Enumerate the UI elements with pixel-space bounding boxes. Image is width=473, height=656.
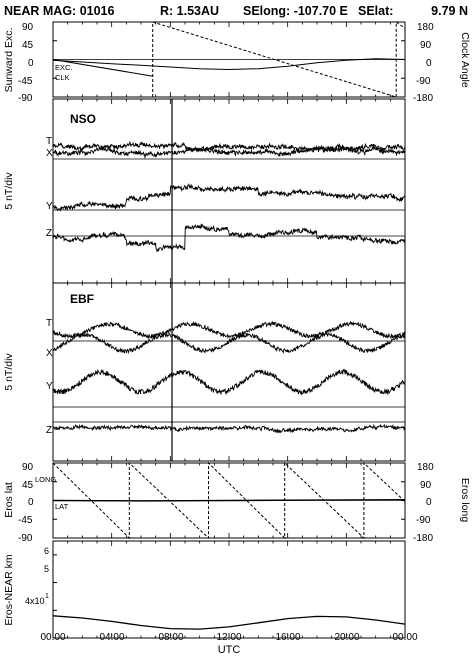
xtick-label-4: 16:00 — [275, 632, 300, 643]
panel-frame-eros-near — [52, 540, 406, 639]
eros-lat-ytick-3: -45 — [18, 515, 33, 526]
xtick-label-5: 20:00 — [334, 632, 359, 643]
ebf-x-trace — [52, 331, 406, 355]
clk-series-label: CLK — [55, 73, 70, 82]
clk-initial-line — [52, 59, 153, 77]
clk-ytick-4: -180 — [413, 93, 433, 104]
header-selat-value: 9.79 N — [431, 4, 468, 18]
nso-x-label: X — [46, 148, 53, 159]
eros-long-ytick-4: -180 — [413, 533, 433, 544]
exc-ytick-2: 0 — [28, 58, 34, 69]
x-axis-ticks: 00:00 04:00 08:00 12:00 16:00 20:00 00:0… — [40, 22, 418, 643]
clk-ytick-2: 0 — [426, 58, 432, 69]
nso-z-trace — [52, 223, 406, 253]
exc-yticks: 90 45 0 -45 -90 — [18, 22, 34, 104]
panel-frame-nso — [52, 98, 406, 284]
clk-ylabel: Clock Angle — [459, 32, 471, 88]
ebf-t-trace — [52, 320, 406, 340]
nso-z-label: Z — [46, 228, 52, 239]
ebf-label: EBF — [70, 292, 94, 306]
header-r: R: 1.53AU — [160, 4, 219, 18]
exc-clock-plot — [52, 21, 406, 98]
panel-frame-ebf — [52, 282, 406, 462]
eros-long-yticks-right: 180 90 0 -90 -180 — [413, 462, 434, 544]
eros-near-ytick-0: 6 — [44, 546, 49, 556]
exc-series-label: EXC. — [55, 63, 73, 72]
nso-t-trace — [52, 140, 406, 154]
exc-ytick-1: 45 — [22, 40, 34, 51]
eros-near-series-line — [52, 615, 406, 630]
clk-ytick-3: -90 — [416, 76, 431, 87]
eros-long-ytick-0: 180 — [417, 462, 434, 473]
xtick-label-1: 04:00 — [99, 632, 124, 643]
xtick-label-2: 08:00 — [158, 632, 183, 643]
header-selong: SElong: -107.70 E — [243, 4, 348, 18]
eros-long-ytick-1: 90 — [420, 480, 432, 491]
ebf-plot — [52, 320, 406, 434]
x-axis-label: UTC — [218, 644, 241, 656]
header-selat: SElat: — [358, 4, 393, 18]
ebf-ylabel: 5 nT/div — [3, 353, 15, 391]
exc-ytick-4: -90 — [18, 93, 33, 104]
eros-lat-long-plot — [52, 461, 406, 540]
header-title: NEAR MAG: 01016 — [4, 4, 114, 18]
exc-ylabel: Sunward Exc. — [3, 28, 15, 93]
eros-lat-ytick-1: 45 — [22, 480, 34, 491]
ebf-y-label: Y — [46, 381, 53, 392]
eros-near-ytick-2: 4x10 — [25, 596, 45, 606]
nso-t-label: T — [46, 136, 52, 147]
eros-lat-series-line — [52, 499, 406, 502]
nso-y-trace — [52, 182, 406, 213]
ebf-x-label: X — [46, 348, 53, 359]
ebf-t-label: T — [46, 318, 52, 329]
ebf-z-trace — [52, 423, 406, 434]
long-series-label: LONG — [35, 475, 56, 484]
lat-series-label: LAT — [55, 502, 69, 511]
ebf-z-label: Z — [46, 425, 52, 436]
eros-lat-ytick-2: 0 — [28, 497, 34, 508]
eros-long-ytick-2: 0 — [426, 497, 432, 508]
clk-ytick-0: 180 — [417, 22, 434, 33]
eros-lat-yticks: 90 45 0 -45 -90 — [18, 462, 34, 544]
clk-yticks-right: 180 90 0 -90 -180 — [413, 22, 434, 104]
exc-ytick-3: -45 — [18, 76, 33, 87]
eros-near-ylabel: Eros-NEAR km — [3, 554, 15, 625]
eros-near-ytick-exp: 1 — [45, 593, 49, 600]
clk-series-line — [152, 21, 406, 98]
nso-ylabel: 5 nT/div — [3, 172, 15, 210]
eros-near-plot — [52, 554, 406, 639]
nso-label: NSO — [70, 112, 96, 126]
eros-near-ytick-1: 5 — [44, 564, 49, 574]
eros-long-ytick-3: -90 — [416, 515, 431, 526]
exc-ytick-0: 90 — [22, 22, 34, 33]
eros-lat-ytick-4: -90 — [18, 533, 33, 544]
nso-x-trace — [52, 145, 406, 160]
nso-plot — [52, 140, 406, 253]
eros-long-ylabel: Eros long — [459, 478, 471, 523]
eros-lat-ytick-0: 90 — [22, 462, 34, 473]
ebf-y-trace — [52, 368, 406, 396]
exc-series-line — [52, 58, 406, 71]
clk-ytick-1: 90 — [420, 40, 432, 51]
nso-y-label: Y — [46, 201, 53, 212]
eros-lat-ylabel: Eros lat — [3, 482, 15, 518]
